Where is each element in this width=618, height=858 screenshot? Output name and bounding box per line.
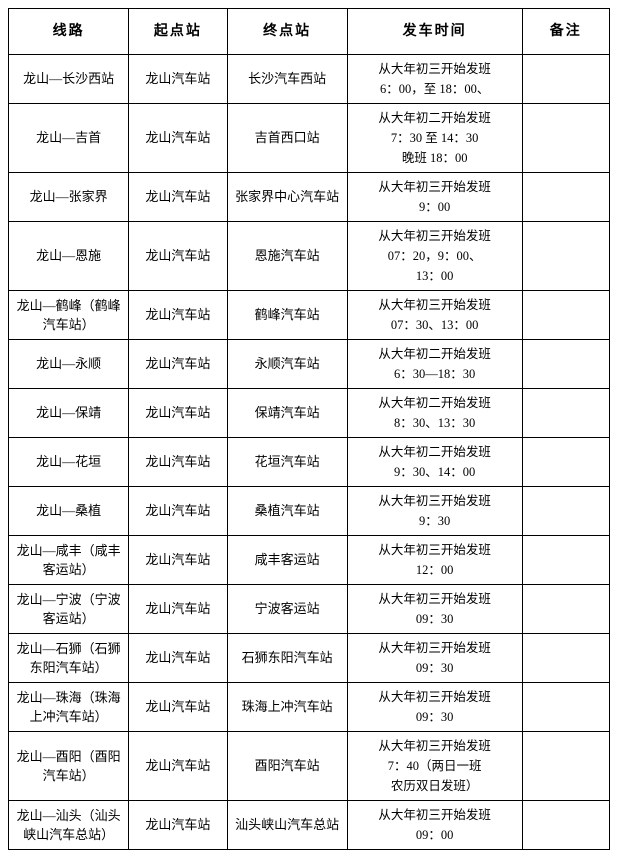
cell-time: 从大年初三开始发班09：00 bbox=[347, 801, 522, 850]
cell-remark bbox=[522, 536, 609, 585]
cell-start: 龙山汽车站 bbox=[129, 634, 227, 683]
table-row: 龙山—酉阳（酉阳汽车站）龙山汽车站酉阳汽车站从大年初三开始发班7：40（两日一班… bbox=[9, 732, 610, 801]
cell-start: 龙山汽车站 bbox=[129, 536, 227, 585]
table-row: 龙山—保靖龙山汽车站保靖汽车站从大年初二开始发班8：30、13：30 bbox=[9, 389, 610, 438]
cell-end: 吉首西口站 bbox=[227, 104, 347, 173]
cell-remark bbox=[522, 438, 609, 487]
cell-route: 龙山—酉阳（酉阳汽车站） bbox=[9, 732, 129, 801]
cell-route: 龙山—张家界 bbox=[9, 173, 129, 222]
cell-start: 龙山汽车站 bbox=[129, 585, 227, 634]
cell-remark bbox=[522, 683, 609, 732]
cell-start: 龙山汽车站 bbox=[129, 340, 227, 389]
table-header-row: 线路 起点站 终点站 发车时间 备注 bbox=[9, 9, 610, 55]
cell-time: 从大年初三开始发班07：20，9：00、13：00 bbox=[347, 222, 522, 291]
cell-route: 龙山—长沙西站 bbox=[9, 55, 129, 104]
table-row: 龙山—鹤峰（鹤峰汽车站）龙山汽车站鹤峰汽车站从大年初三开始发班07：30、13：… bbox=[9, 291, 610, 340]
cell-time: 从大年初三开始发班6：00，至 18：00、 bbox=[347, 55, 522, 104]
cell-start: 龙山汽车站 bbox=[129, 389, 227, 438]
cell-route: 龙山—咸丰（咸丰客运站） bbox=[9, 536, 129, 585]
col-header-start: 起点站 bbox=[129, 9, 227, 55]
cell-route: 龙山—永顺 bbox=[9, 340, 129, 389]
cell-start: 龙山汽车站 bbox=[129, 55, 227, 104]
cell-remark bbox=[522, 801, 609, 850]
cell-time: 从大年初三开始发班09：30 bbox=[347, 634, 522, 683]
cell-start: 龙山汽车站 bbox=[129, 104, 227, 173]
cell-route: 龙山—鹤峰（鹤峰汽车站） bbox=[9, 291, 129, 340]
cell-remark bbox=[522, 634, 609, 683]
cell-end: 桑植汽车站 bbox=[227, 487, 347, 536]
cell-route: 龙山—珠海（珠海上冲汽车站） bbox=[9, 683, 129, 732]
table-row: 龙山—桑植龙山汽车站桑植汽车站从大年初三开始发班9：30 bbox=[9, 487, 610, 536]
cell-time: 从大年初二开始发班7：30 至 14：30晚班 18：00 bbox=[347, 104, 522, 173]
cell-start: 龙山汽车站 bbox=[129, 438, 227, 487]
bus-schedule-table: 线路 起点站 终点站 发车时间 备注 龙山—长沙西站龙山汽车站长沙汽车西站从大年… bbox=[8, 8, 610, 850]
cell-remark bbox=[522, 173, 609, 222]
table-row: 龙山—石狮（石狮东阳汽车站）龙山汽车站石狮东阳汽车站从大年初三开始发班09：30 bbox=[9, 634, 610, 683]
table-row: 龙山—咸丰（咸丰客运站）龙山汽车站咸丰客运站从大年初三开始发班12：00 bbox=[9, 536, 610, 585]
cell-route: 龙山—保靖 bbox=[9, 389, 129, 438]
cell-time: 从大年初三开始发班09：30 bbox=[347, 683, 522, 732]
cell-route: 龙山—恩施 bbox=[9, 222, 129, 291]
cell-time: 从大年初三开始发班07：30、13：00 bbox=[347, 291, 522, 340]
cell-start: 龙山汽车站 bbox=[129, 732, 227, 801]
cell-end: 恩施汽车站 bbox=[227, 222, 347, 291]
col-header-route: 线路 bbox=[9, 9, 129, 55]
cell-end: 石狮东阳汽车站 bbox=[227, 634, 347, 683]
table-row: 龙山—珠海（珠海上冲汽车站）龙山汽车站珠海上冲汽车站从大年初三开始发班09：30 bbox=[9, 683, 610, 732]
cell-end: 汕头峡山汽车总站 bbox=[227, 801, 347, 850]
cell-end: 保靖汽车站 bbox=[227, 389, 347, 438]
cell-time: 从大年初三开始发班7：40（两日一班农历双日发班） bbox=[347, 732, 522, 801]
cell-remark bbox=[522, 732, 609, 801]
cell-time: 从大年初三开始发班12：00 bbox=[347, 536, 522, 585]
cell-end: 珠海上冲汽车站 bbox=[227, 683, 347, 732]
cell-end: 张家界中心汽车站 bbox=[227, 173, 347, 222]
cell-remark bbox=[522, 291, 609, 340]
table-row: 龙山—汕头（汕头峡山汽车总站）龙山汽车站汕头峡山汽车总站从大年初三开始发班09：… bbox=[9, 801, 610, 850]
cell-remark bbox=[522, 222, 609, 291]
col-header-remark: 备注 bbox=[522, 9, 609, 55]
cell-end: 酉阳汽车站 bbox=[227, 732, 347, 801]
cell-end: 咸丰客运站 bbox=[227, 536, 347, 585]
cell-remark bbox=[522, 55, 609, 104]
table-row: 龙山—花垣龙山汽车站花垣汽车站从大年初二开始发班9：30、14：00 bbox=[9, 438, 610, 487]
table-row: 龙山—吉首龙山汽车站吉首西口站从大年初二开始发班7：30 至 14：30晚班 1… bbox=[9, 104, 610, 173]
cell-end: 宁波客运站 bbox=[227, 585, 347, 634]
cell-remark bbox=[522, 389, 609, 438]
table-row: 龙山—宁波（宁波客运站）龙山汽车站宁波客运站从大年初三开始发班09：30 bbox=[9, 585, 610, 634]
col-header-time: 发车时间 bbox=[347, 9, 522, 55]
cell-route: 龙山—宁波（宁波客运站） bbox=[9, 585, 129, 634]
cell-time: 从大年初二开始发班9：30、14：00 bbox=[347, 438, 522, 487]
cell-remark bbox=[522, 585, 609, 634]
cell-route: 龙山—石狮（石狮东阳汽车站） bbox=[9, 634, 129, 683]
cell-time: 从大年初二开始发班6：30—18：30 bbox=[347, 340, 522, 389]
cell-time: 从大年初三开始发班09：30 bbox=[347, 585, 522, 634]
cell-remark bbox=[522, 340, 609, 389]
table-body: 龙山—长沙西站龙山汽车站长沙汽车西站从大年初三开始发班6：00，至 18：00、… bbox=[9, 55, 610, 850]
cell-route: 龙山—桑植 bbox=[9, 487, 129, 536]
cell-start: 龙山汽车站 bbox=[129, 683, 227, 732]
cell-end: 鹤峰汽车站 bbox=[227, 291, 347, 340]
cell-time: 从大年初三开始发班9：30 bbox=[347, 487, 522, 536]
cell-time: 从大年初三开始发班9：00 bbox=[347, 173, 522, 222]
table-row: 龙山—恩施龙山汽车站恩施汽车站从大年初三开始发班07：20，9：00、13：00 bbox=[9, 222, 610, 291]
table-row: 龙山—永顺龙山汽车站永顺汽车站从大年初二开始发班6：30—18：30 bbox=[9, 340, 610, 389]
cell-end: 花垣汽车站 bbox=[227, 438, 347, 487]
table-row: 龙山—张家界龙山汽车站张家界中心汽车站从大年初三开始发班9：00 bbox=[9, 173, 610, 222]
col-header-end: 终点站 bbox=[227, 9, 347, 55]
cell-start: 龙山汽车站 bbox=[129, 801, 227, 850]
cell-remark bbox=[522, 487, 609, 536]
cell-time: 从大年初二开始发班8：30、13：30 bbox=[347, 389, 522, 438]
table-row: 龙山—长沙西站龙山汽车站长沙汽车西站从大年初三开始发班6：00，至 18：00、 bbox=[9, 55, 610, 104]
cell-remark bbox=[522, 104, 609, 173]
cell-route: 龙山—花垣 bbox=[9, 438, 129, 487]
cell-end: 长沙汽车西站 bbox=[227, 55, 347, 104]
cell-end: 永顺汽车站 bbox=[227, 340, 347, 389]
cell-route: 龙山—汕头（汕头峡山汽车总站） bbox=[9, 801, 129, 850]
cell-route: 龙山—吉首 bbox=[9, 104, 129, 173]
cell-start: 龙山汽车站 bbox=[129, 291, 227, 340]
cell-start: 龙山汽车站 bbox=[129, 487, 227, 536]
cell-start: 龙山汽车站 bbox=[129, 222, 227, 291]
cell-start: 龙山汽车站 bbox=[129, 173, 227, 222]
